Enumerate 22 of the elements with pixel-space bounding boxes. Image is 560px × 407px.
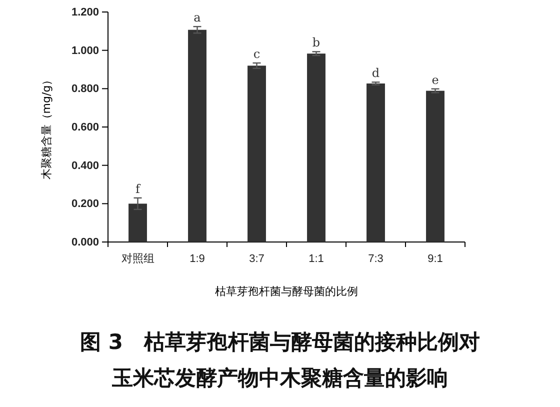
y-tick-label: 0.400	[71, 160, 99, 172]
x-axis-title: 枯草芽孢杆菌与酵母菌的比例	[215, 285, 358, 298]
y-tick-label: 0.800	[71, 83, 99, 96]
annotation: d	[372, 66, 380, 80]
x-tick-label: 7:3	[368, 252, 384, 265]
text: 图 3 枯草芽孢杆菌与酵母菌的接种比例对玉米芯发酵产物中木聚糖含量的影响	[80, 330, 480, 390]
annotation: f	[136, 182, 142, 196]
annotation: a	[194, 10, 201, 25]
annotation: c	[253, 46, 260, 61]
annotation: e	[432, 72, 439, 87]
y-tick-label: 0.200	[71, 198, 99, 210]
y-tick-label: 1.000	[71, 44, 99, 57]
y-tick-label: 1.200	[71, 6, 99, 19]
y-tick-label: 0.600	[71, 122, 99, 134]
x-tick-label: 1:9	[190, 252, 205, 265]
annotation: b	[312, 36, 320, 50]
x-tick-label: 9:1	[428, 252, 443, 265]
x-tick-label: 3:7	[249, 252, 264, 265]
x-tick-label: 1:1	[308, 252, 324, 265]
x-tick-label: 对照组	[121, 252, 154, 265]
y-tick-label: 0.000	[71, 236, 99, 249]
y-axis-title: 木聚糖含量（mg/g）	[40, 74, 53, 180]
